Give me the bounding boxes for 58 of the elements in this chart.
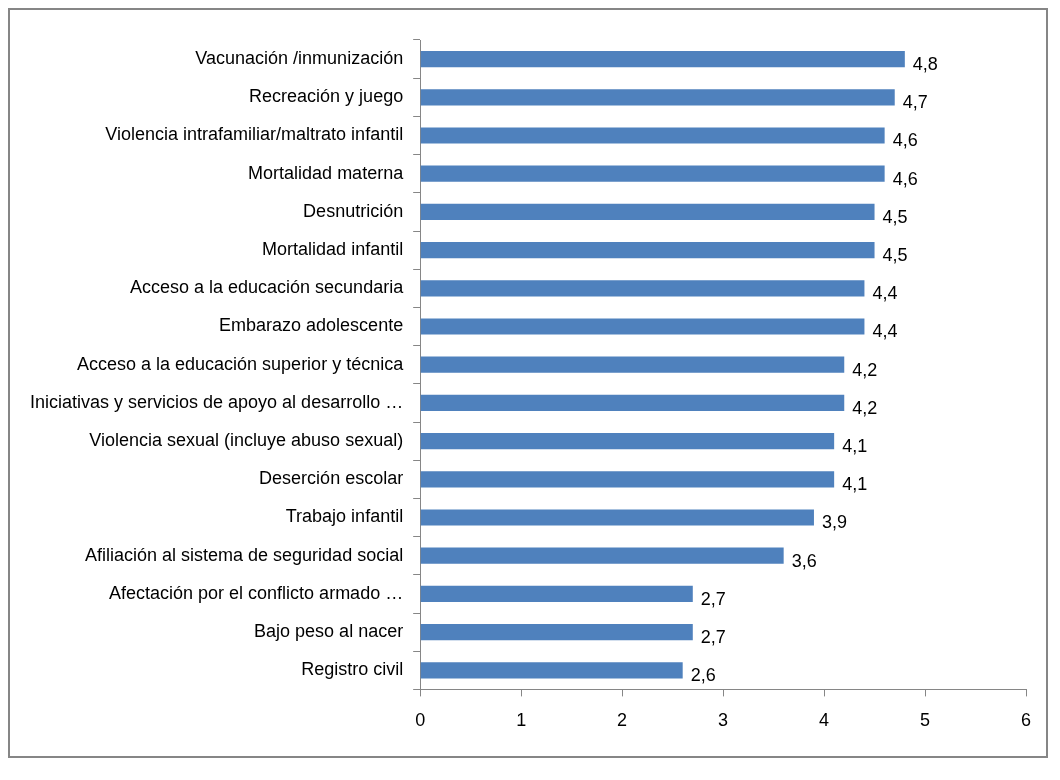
y-tick-label: Recreación y juego — [249, 86, 404, 107]
bar — [420, 165, 885, 182]
x-tick-label: 0 — [415, 710, 426, 731]
bar — [420, 432, 835, 450]
y-tick-label: Vacunación /inmunización — [195, 48, 404, 69]
bar — [420, 662, 683, 679]
data-label: 4,5 — [882, 245, 908, 266]
bar — [420, 623, 693, 641]
x-tick-label: 3 — [718, 710, 729, 731]
y-tick-label: Acceso a la educación superior y técnica — [76, 353, 405, 374]
x-tick-label: 6 — [1020, 710, 1032, 731]
y-tick-label: Registro civil — [301, 659, 404, 680]
bar — [420, 547, 784, 564]
data-label: 4,6 — [892, 130, 918, 151]
data-label: 3,6 — [791, 550, 817, 571]
y-tick-label: Violencia sexual (incluye abuso sexual) — [89, 430, 404, 451]
data-label: 4,1 — [842, 436, 868, 457]
y-tick-label: Violencia intrafamiliar/maltrato infantil — [105, 124, 404, 145]
data-label: 2,6 — [690, 665, 716, 686]
data-label: 4,2 — [852, 397, 878, 418]
bar — [420, 318, 865, 335]
bar — [420, 89, 895, 106]
data-label: 4,5 — [882, 206, 908, 227]
y-tick-label: Embarazo adolescente — [219, 315, 404, 336]
bar — [420, 509, 814, 526]
y-tick-label: Iniciativas y servicios de apoyo al desarrollo … — [29, 391, 404, 412]
bar — [420, 471, 835, 488]
y-tick-label: Mortalidad materna — [248, 162, 405, 183]
data-label: 3,9 — [821, 512, 847, 533]
bar — [420, 394, 845, 412]
bar — [420, 356, 845, 373]
data-label: 2,7 — [700, 627, 726, 648]
y-tick-label: Bajo peso al nacer — [254, 621, 404, 642]
data-label: 2,7 — [700, 588, 726, 609]
data-label: 4,4 — [872, 283, 898, 304]
x-tick-label: 2 — [617, 710, 628, 731]
y-tick-label: Desnutrición — [303, 200, 404, 221]
y-tick-label: Mortalidad infantil — [262, 239, 404, 260]
data-label: 4,7 — [902, 92, 928, 113]
data-label: 4,4 — [872, 321, 898, 342]
bar — [420, 127, 885, 144]
y-tick-label: Deserción escolar — [259, 468, 404, 489]
bar — [420, 585, 693, 603]
y-tick-label: Afiliación al sistema de seguridad social — [84, 544, 404, 565]
y-tick-label: Trabajo infantil — [285, 506, 404, 527]
bar — [420, 280, 865, 297]
bar — [420, 50, 905, 68]
y-tick-label: Afectación por el conflicto armado … — [109, 582, 404, 603]
x-tick-label: 5 — [920, 710, 931, 731]
data-label: 4,8 — [912, 54, 938, 75]
bar — [420, 241, 875, 259]
data-label: 4,1 — [842, 474, 868, 495]
data-label: 4,2 — [852, 359, 878, 380]
data-label: 4,6 — [892, 168, 918, 189]
x-tick-label: 4 — [819, 710, 830, 731]
y-tick-label: Acceso a la educación secundaria — [129, 277, 405, 298]
bar — [420, 203, 875, 221]
x-tick-label: 1 — [516, 710, 527, 731]
